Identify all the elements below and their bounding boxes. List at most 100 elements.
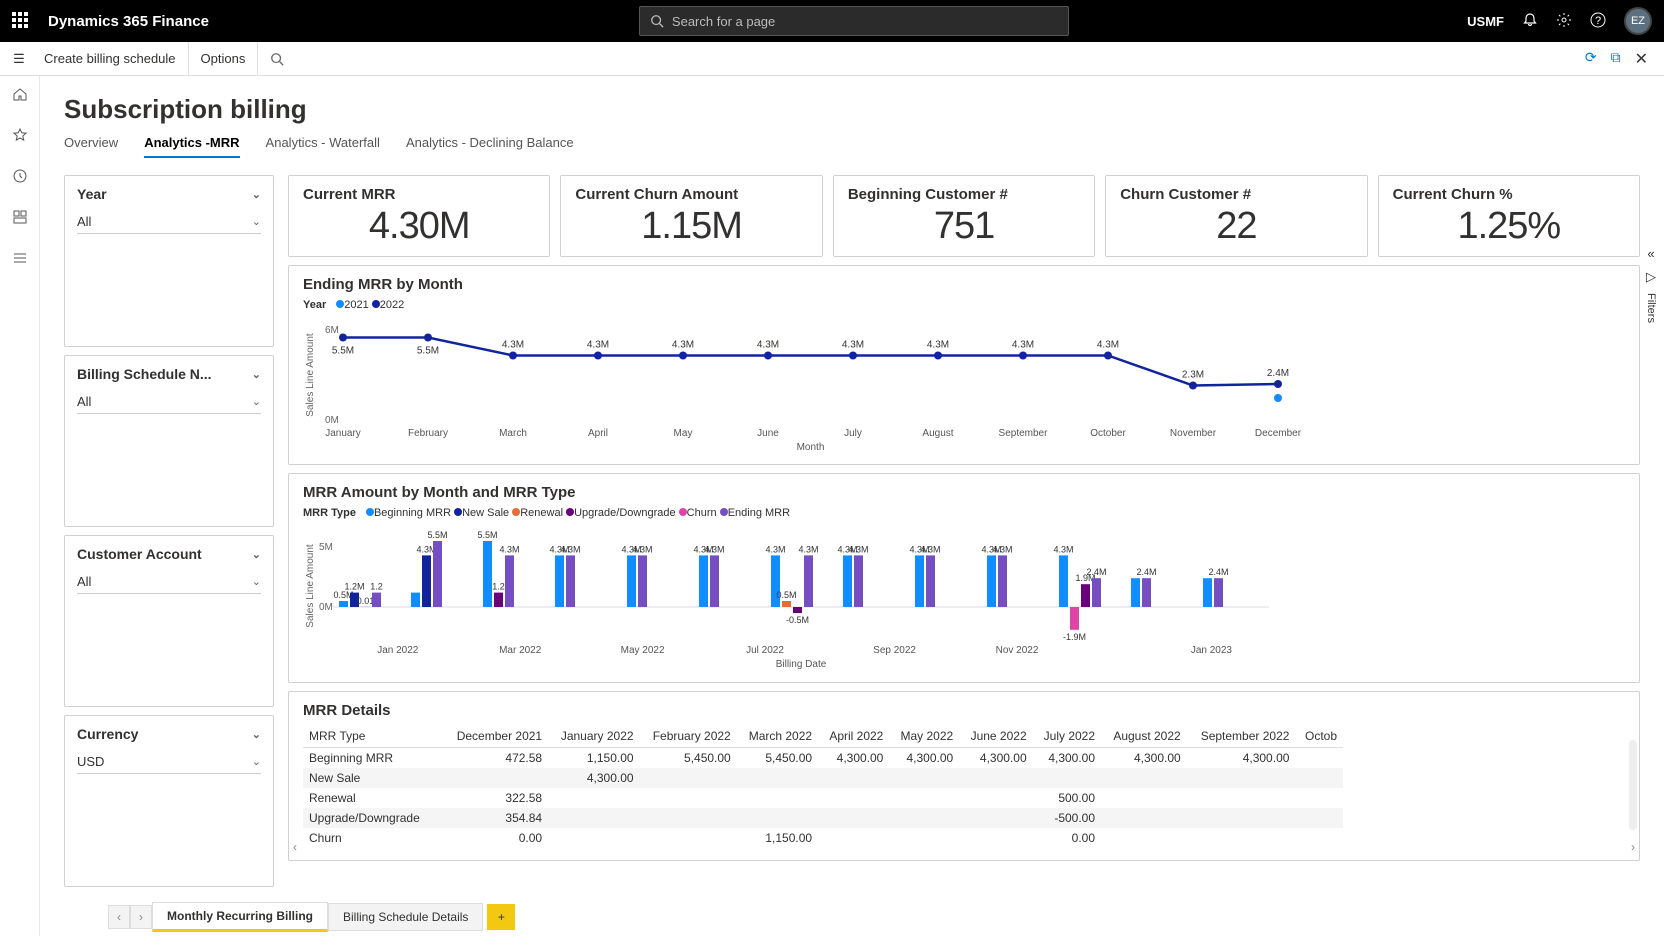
settings-icon[interactable]: [1556, 12, 1572, 31]
svg-text:1.2: 1.2: [492, 582, 505, 592]
table-row[interactable]: Beginning MRR472.581,150.005,450.005,450…: [303, 748, 1343, 769]
slicer-header[interactable]: Year⌄: [77, 186, 261, 202]
bar-chart-legend: MRR Type Beginning MRR New Sale Renewal …: [303, 507, 1625, 519]
svg-text:?: ?: [1595, 15, 1601, 27]
slicer-dropdown[interactable]: All⌄: [77, 570, 261, 594]
chevron-down-icon: ⌄: [252, 215, 261, 228]
kpi-label: Churn Customer #: [1120, 186, 1352, 203]
svg-text:Sep 2022: Sep 2022: [873, 645, 916, 656]
kpi-churn-customer-: Churn Customer #22: [1105, 175, 1367, 257]
table-row[interactable]: Upgrade/Downgrade354.84-500.00: [303, 808, 1343, 828]
table-scroll-left-icon[interactable]: ‹: [293, 840, 297, 854]
table-col-header[interactable]: August 2022: [1101, 725, 1187, 748]
table-vertical-scrollbar[interactable]: [1629, 740, 1637, 830]
close-icon[interactable]: ✕: [1635, 49, 1648, 69]
chevron-down-icon: ⌄: [252, 755, 261, 768]
workspaces-icon[interactable]: [12, 209, 28, 228]
tab-overview[interactable]: Overview: [64, 135, 118, 158]
svg-text:0.5M: 0.5M: [776, 590, 796, 600]
svg-text:Jan 2023: Jan 2023: [1191, 645, 1233, 656]
table-col-header[interactable]: June 2022: [959, 725, 1032, 748]
svg-text:4.3M: 4.3M: [587, 340, 609, 351]
bar-chart-svg[interactable]: Sales Line Amount5M0M0.5M1.2M0.011.24.3M…: [303, 523, 1323, 673]
slicer-dropdown[interactable]: USD⌄: [77, 750, 261, 774]
svg-text:Jan 2022: Jan 2022: [377, 645, 419, 656]
home-icon[interactable]: [12, 86, 28, 105]
svg-text:4.3M: 4.3M: [632, 544, 652, 554]
table-col-header[interactable]: MRR Type: [303, 725, 443, 748]
nav-toggle-icon[interactable]: ☰: [6, 51, 32, 67]
svg-text:Month: Month: [797, 442, 825, 453]
ending-mrr-chart: Ending MRR by Month Year 2021 2022 Sales…: [288, 265, 1640, 465]
svg-text:2.3M: 2.3M: [1182, 370, 1204, 381]
legend-label[interactable]: 2022: [380, 299, 404, 311]
svg-text:October: October: [1090, 428, 1126, 439]
legend-label[interactable]: Ending MRR: [728, 507, 790, 519]
chevron-down-icon: ⌄: [252, 395, 261, 408]
recent-icon[interactable]: [12, 168, 28, 187]
tab-analytics-waterfall[interactable]: Analytics - Waterfall: [266, 135, 380, 158]
table-row[interactable]: New Sale4,300.00: [303, 768, 1343, 788]
mrr-details-table[interactable]: MRR TypeDecember 2021January 2022Februar…: [303, 725, 1343, 845]
slicer-header[interactable]: Currency⌄: [77, 726, 261, 742]
table-col-header[interactable]: May 2022: [889, 725, 959, 748]
modules-icon[interactable]: [12, 250, 28, 269]
kpi-label: Current Churn %: [1393, 186, 1625, 203]
notifications-icon[interactable]: [1522, 12, 1538, 31]
legend-label[interactable]: Upgrade/Downgrade: [574, 507, 676, 519]
report-tab-monthly[interactable]: Monthly Recurring Billing: [152, 902, 328, 932]
action-search-icon[interactable]: [258, 42, 296, 75]
add-report-page-button[interactable]: +: [487, 904, 515, 930]
line-chart-svg[interactable]: Sales Line Amount6M0M5.5M5.5M4.3M4.3M4.3…: [303, 315, 1323, 455]
left-nav-rail: [0, 76, 40, 936]
filters-pane-collapsed[interactable]: « ▷ Filters: [1638, 246, 1664, 336]
app-title: Dynamics 365 Finance: [48, 13, 209, 30]
svg-text:4.3M: 4.3M: [842, 340, 864, 351]
refresh-icon[interactable]: ⟳: [1585, 49, 1597, 69]
svg-text:August: August: [922, 428, 953, 439]
global-search[interactable]: Search for a page: [639, 6, 1069, 36]
slicer-header[interactable]: Billing Schedule N...⌄: [77, 366, 261, 382]
table-col-header[interactable]: February 2022: [640, 725, 737, 748]
legend-dot: [366, 508, 374, 516]
slicer-header[interactable]: Customer Account⌄: [77, 546, 261, 562]
report-tab-billing-details[interactable]: Billing Schedule Details: [328, 903, 483, 931]
options-button[interactable]: Options: [189, 42, 259, 75]
svg-text:6M: 6M: [325, 325, 339, 336]
page-next-icon[interactable]: ›: [130, 905, 152, 929]
table-col-header[interactable]: July 2022: [1033, 725, 1101, 748]
svg-text:4.3M: 4.3M: [502, 340, 524, 351]
kpi-current-churn-amount: Current Churn Amount1.15M: [560, 175, 822, 257]
app-launcher-icon[interactable]: [12, 12, 30, 30]
tab-analytics-mrr[interactable]: Analytics -MRR: [144, 135, 239, 158]
filters-toggle-icon[interactable]: ▷: [1646, 269, 1656, 285]
legend-label[interactable]: Renewal: [520, 507, 563, 519]
favorites-icon[interactable]: [12, 127, 28, 146]
table-col-header[interactable]: September 2022: [1187, 725, 1296, 748]
table-row[interactable]: Churn0.001,150.000.00: [303, 828, 1343, 845]
page-prev-icon[interactable]: ‹: [108, 905, 130, 929]
slicer-dropdown[interactable]: All⌄: [77, 390, 261, 414]
legend-label[interactable]: Beginning MRR: [374, 507, 451, 519]
table-row[interactable]: Renewal322.58500.00: [303, 788, 1343, 808]
legend-dot: [720, 508, 728, 516]
table-col-header[interactable]: December 2021: [443, 725, 548, 748]
help-icon[interactable]: ?: [1590, 12, 1606, 31]
table-col-header[interactable]: April 2022: [818, 725, 889, 748]
legend-label[interactable]: Churn: [687, 507, 717, 519]
svg-text:Nov 2022: Nov 2022: [996, 645, 1039, 656]
popout-icon[interactable]: ⧉: [1611, 49, 1621, 69]
create-billing-schedule-button[interactable]: Create billing schedule: [32, 42, 189, 75]
slicer-dropdown[interactable]: All⌄: [77, 210, 261, 234]
legend-label[interactable]: 2021: [344, 299, 368, 311]
table-scroll-right-icon[interactable]: ›: [1631, 840, 1635, 854]
legal-entity[interactable]: USMF: [1467, 14, 1504, 29]
chevron-down-icon: ⌄: [252, 188, 261, 201]
tab-analytics-declining-balance[interactable]: Analytics - Declining Balance: [406, 135, 574, 158]
user-avatar[interactable]: EZ: [1624, 7, 1652, 35]
table-col-header[interactable]: January 2022: [548, 725, 639, 748]
table-col-header[interactable]: March 2022: [737, 725, 818, 748]
expand-filters-icon[interactable]: «: [1647, 246, 1654, 261]
table-col-header[interactable]: Octob: [1295, 725, 1343, 748]
legend-label[interactable]: New Sale: [462, 507, 509, 519]
